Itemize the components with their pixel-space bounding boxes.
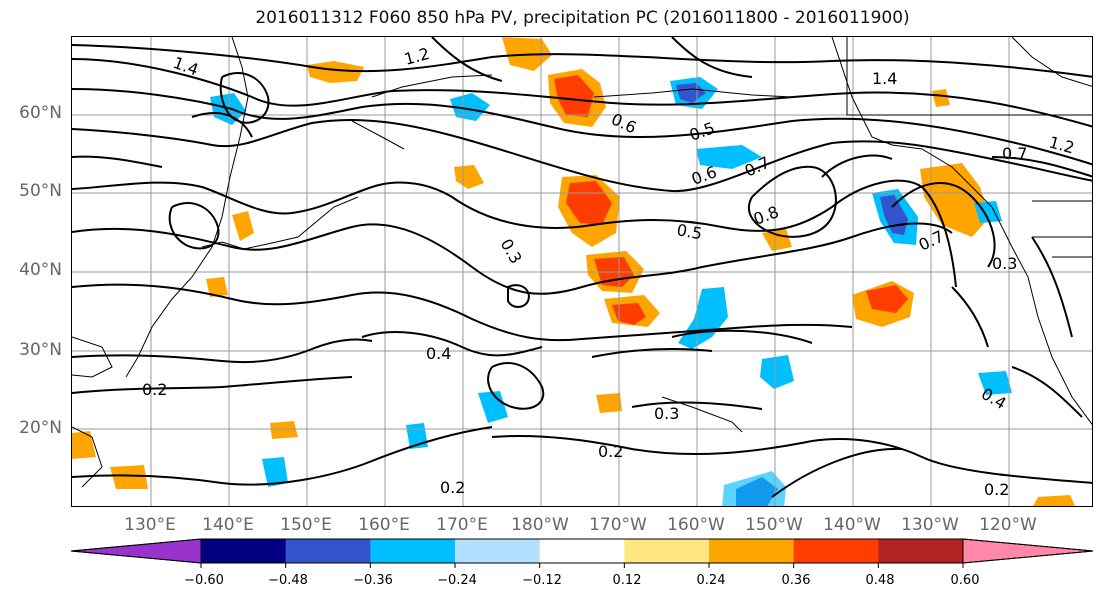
lon-label: 150°W [745, 515, 803, 535]
shade-orange-patch [270, 421, 298, 439]
shade-orange-patch [206, 277, 228, 297]
shade-blue-patch [678, 287, 728, 349]
contour-label: 0.7 [1002, 144, 1027, 163]
shade-blue-patch [478, 391, 508, 423]
colorbar-swatch [793, 539, 879, 563]
lon-label: 130°W [901, 515, 959, 535]
shade-blue-patch [450, 93, 490, 121]
contour-label: 0.6 [608, 109, 639, 137]
colorbar-swatch [201, 539, 287, 563]
colorbar-extend-max [962, 538, 1094, 564]
colorbar-tick-label: 0.12 [612, 573, 642, 588]
colorbar-swatch [624, 539, 710, 563]
contour-label: 1.2 [1047, 133, 1077, 158]
contour-label: 0.7 [916, 227, 947, 255]
shade-orange-patch [596, 393, 622, 413]
colorbar-tick-label: −0.12 [522, 573, 562, 588]
lon-label: 140°W [823, 515, 881, 535]
map-panel: 1.4 1.2 1.4 0.6 0.5 0.6 0.7 0.8 0.5 0.7 … [71, 36, 1093, 507]
shade-blue-patch [696, 145, 762, 169]
shade-orange-patch [110, 465, 148, 489]
lon-label: 160°W [667, 515, 725, 535]
colorbar-swatch [709, 539, 795, 563]
colorbar [70, 538, 1094, 568]
colorbar-tick-label: 0.48 [865, 573, 895, 588]
shade-orange-patch [932, 89, 950, 107]
colorbar-tick-label: −0.24 [437, 573, 477, 588]
colorbar-swatch [539, 539, 625, 563]
contour-label: 0.2 [440, 478, 465, 497]
colorbar-tick-label: −0.48 [268, 573, 308, 588]
lat-label: 30°N [19, 340, 62, 360]
colorbar-swatch [878, 539, 964, 563]
contour-label: 0.3 [497, 236, 526, 268]
lon-label: 180°W [511, 515, 569, 535]
lon-label: 170°E [436, 515, 488, 535]
shade-blue-patch [262, 457, 288, 487]
shade-blue-patch [722, 471, 786, 506]
colorbar-extend-min [70, 538, 202, 564]
colorbar-tick-label: 0.60 [950, 573, 980, 588]
shade-orange-patch [920, 163, 990, 237]
shade-red-patch [554, 75, 594, 117]
map-canvas: 1.4 1.2 1.4 0.6 0.5 0.6 0.7 0.8 0.5 0.7 … [72, 37, 1092, 506]
contour-label: 0.5 [675, 220, 703, 243]
lon-label: 170°W [589, 515, 647, 535]
contour-label: 0.2 [984, 480, 1009, 499]
contour-label: 1.2 [402, 44, 432, 69]
lon-label: 150°E [280, 515, 332, 535]
contour-label: 0.3 [654, 404, 679, 423]
colorbar-swatch [370, 539, 456, 563]
shade-orange-patch [1033, 495, 1076, 506]
contour-label: 0.4 [426, 344, 451, 363]
lon-label: 140°E [202, 515, 254, 535]
colorbar-swatch [285, 539, 371, 563]
shade-darkblue-patch [676, 83, 706, 103]
colorbar-tick-label: 0.24 [696, 573, 726, 588]
contour-label: 0.3 [992, 254, 1017, 273]
shade-orange-patch [454, 165, 484, 189]
shade-red-patch [612, 303, 646, 325]
contour-label: 0.2 [598, 442, 623, 461]
shade-red-patch [866, 285, 908, 313]
graticule [72, 37, 1092, 506]
lon-label: 120°W [979, 515, 1037, 535]
precipitation-shading [72, 37, 1076, 506]
shade-orange-patch [72, 431, 96, 459]
contour-label: 0.8 [751, 202, 781, 229]
lat-label: 40°N [19, 260, 62, 280]
shade-red-patch [566, 181, 612, 225]
contour-label: 1.4 [872, 69, 897, 88]
contour-label: 0.5 [687, 118, 717, 145]
map-title: 2016011312 F060 850 hPa PV, precipitatio… [255, 8, 910, 28]
shade-blue-patch [760, 355, 794, 389]
lat-label: 60°N [19, 103, 62, 123]
lon-label: 130°E [124, 515, 176, 535]
shade-blue-patch [978, 371, 1012, 395]
shade-orange-patch [307, 61, 364, 83]
colorbar-swatch [455, 539, 541, 563]
lon-label: 160°E [358, 515, 410, 535]
lat-label: 50°N [19, 181, 62, 201]
colorbar-tick-label: −0.60 [184, 573, 224, 588]
lat-label: 20°N [19, 418, 62, 438]
colorbar-tick-label: 0.36 [781, 573, 811, 588]
contour-label: 1.4 [171, 53, 201, 80]
shade-orange-patch [762, 229, 792, 251]
contour-label: 0.2 [142, 380, 167, 399]
colorbar-tick-label: −0.36 [353, 573, 393, 588]
pv-contours [72, 37, 1092, 498]
shade-orange-patch [232, 211, 254, 241]
